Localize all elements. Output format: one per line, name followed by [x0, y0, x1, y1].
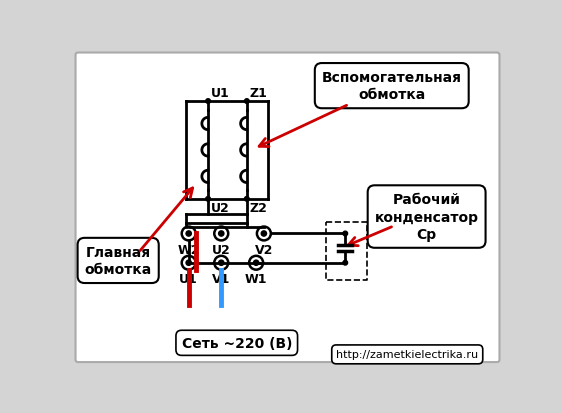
Circle shape — [245, 100, 249, 104]
Circle shape — [206, 197, 210, 202]
Text: V1: V1 — [212, 272, 231, 285]
Circle shape — [254, 261, 259, 266]
Text: W2: W2 — [177, 243, 200, 256]
Text: U1: U1 — [180, 272, 198, 285]
Circle shape — [343, 232, 348, 236]
Circle shape — [261, 231, 266, 237]
Text: Главная
обмотка: Главная обмотка — [85, 245, 152, 276]
Circle shape — [245, 197, 249, 202]
Text: U2: U2 — [212, 243, 231, 256]
Text: Рабочий
конденсатор
Ср: Рабочий конденсатор Ср — [375, 193, 479, 241]
Circle shape — [219, 261, 224, 266]
Text: W1: W1 — [245, 272, 268, 285]
Text: Z1: Z1 — [250, 86, 268, 100]
Text: Z2: Z2 — [250, 202, 268, 215]
Text: Сеть ~220 (В): Сеть ~220 (В) — [182, 336, 292, 350]
Text: http://zametkielectrika.ru: http://zametkielectrika.ru — [336, 349, 479, 359]
Circle shape — [186, 261, 191, 266]
Circle shape — [343, 261, 348, 266]
Text: U1: U1 — [211, 86, 230, 100]
FancyBboxPatch shape — [76, 53, 499, 362]
Text: Вспомогательная
обмотка: Вспомогательная обмотка — [322, 71, 462, 102]
Circle shape — [206, 100, 210, 104]
Circle shape — [219, 231, 224, 237]
Circle shape — [186, 231, 191, 237]
Text: U2: U2 — [211, 202, 230, 215]
Text: V2: V2 — [255, 243, 273, 256]
